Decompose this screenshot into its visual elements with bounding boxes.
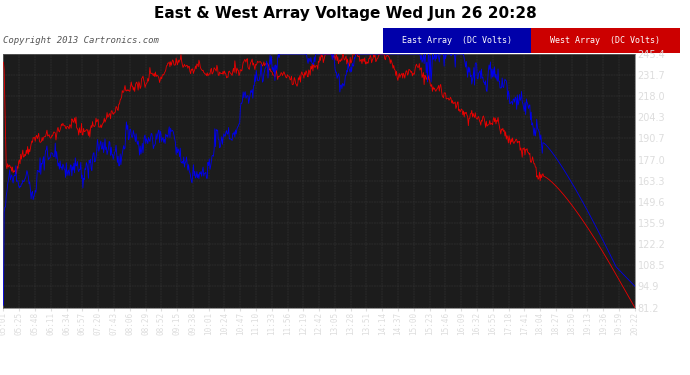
Text: East & West Array Voltage Wed Jun 26 20:28: East & West Array Voltage Wed Jun 26 20:… xyxy=(154,6,536,21)
Bar xyxy=(531,28,680,53)
Text: West Array  (DC Volts): West Array (DC Volts) xyxy=(551,36,660,45)
Bar xyxy=(383,28,531,53)
Text: Copyright 2013 Cartronics.com: Copyright 2013 Cartronics.com xyxy=(3,36,159,45)
Text: East Array  (DC Volts): East Array (DC Volts) xyxy=(402,36,512,45)
